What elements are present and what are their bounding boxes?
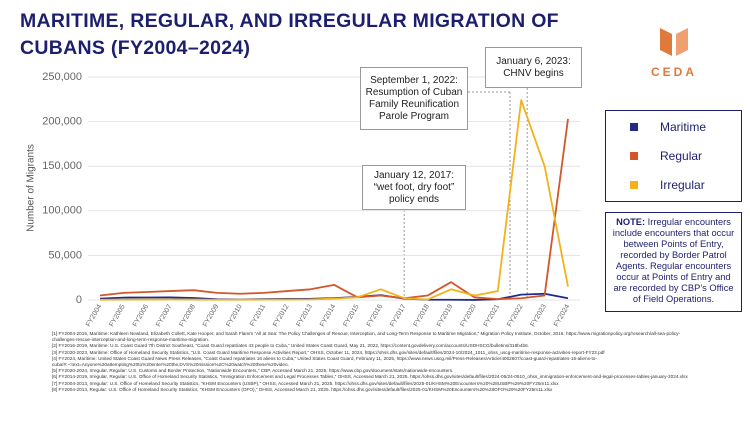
logo: CEDA [651, 65, 697, 79]
legend-swatch [630, 123, 638, 131]
x-tick-label: FY2018 [413, 303, 431, 328]
note-text: Irregular encounters include encounters … [612, 217, 735, 304]
x-tick-label: FY2020 [459, 303, 477, 328]
x-tick-label: FY2016 [366, 303, 384, 328]
x-tick-label: FY2009 [202, 303, 220, 328]
annotation: January 6, 2023: CHNV begins [485, 47, 582, 88]
x-tick-label: FY2021 [483, 303, 501, 328]
footnote: [1] FY2004-2015, Maritime: Kathleen Newl… [52, 331, 680, 343]
x-tick-label: FY2008 [179, 303, 197, 328]
legend-entry: Regular [606, 143, 741, 169]
y-tick-label: 0 [76, 294, 82, 306]
y-tick-label: 250,000 [42, 71, 82, 83]
logo-icon [660, 28, 688, 56]
x-tick-label: FY2006 [132, 303, 150, 328]
legend-entry: Irregular [606, 172, 741, 198]
x-tick-label: FY2017 [389, 303, 407, 328]
x-tick-label: FY2011 [249, 303, 267, 327]
x-tick-label: FY2012 [272, 303, 290, 328]
x-tick-label: FY2010 [225, 303, 243, 328]
y-tick-label: 200,000 [42, 116, 82, 128]
x-tick-label: FY2019 [436, 303, 454, 328]
note: NOTE: Irregular encounters include encou… [605, 212, 742, 312]
y-axis-label: Number of Migrants [26, 144, 37, 232]
footnote: [8] FY2004-2013, Regular: U.S. Office of… [52, 386, 553, 392]
y-tick-label: 150,000 [42, 160, 82, 172]
chart-title: CUBANS (FY2004–2024) [20, 37, 250, 59]
footnote: [4] FY2024, Maritime: United States Coas… [52, 355, 597, 368]
legend-entry: Maritime [606, 114, 741, 140]
x-tick-label: FY2023 [530, 303, 548, 328]
footnote: [6] FY2014-2019, Irregular, Regular: U.S… [52, 374, 688, 380]
series-line [99, 99, 569, 301]
x-tick-label: FY2005 [108, 303, 126, 328]
y-tick-label: 50,000 [48, 249, 82, 261]
footnotes: [1] FY2004-2015, Maritime: Kathleen Newl… [52, 331, 702, 393]
x-tick-label: FY2004 [85, 303, 103, 328]
legend-swatch [630, 152, 638, 160]
note-label: NOTE: [616, 217, 646, 227]
legend-label: Irregular [660, 178, 705, 192]
x-tick-label: FY2024 [553, 303, 571, 328]
legend-label: Maritime [660, 120, 707, 134]
legend-label: Regular [660, 149, 703, 163]
footnote: [2] FY2016-2019, Maritime: U.S. Coast Gu… [52, 343, 529, 349]
x-tick-label: FY2013 [296, 303, 314, 328]
legend-swatch [630, 181, 638, 189]
legend: Maritime Regular Irregular [605, 110, 742, 202]
footnote: [5] FY2020-2024, Irregular, Regular: U.S… [52, 368, 454, 374]
annotation: September 1, 2022: Resumption of Cuban F… [360, 67, 468, 130]
footnote: [3] FY2020-2023, Maritime: Office of Hom… [52, 349, 605, 355]
x-tick-label: FY2007 [155, 303, 173, 328]
annotation: January 12, 2017: “wet foot, dry foot” p… [362, 165, 466, 210]
footnote: [7] FY2004-2013, Irregular: U.S. Office … [52, 380, 559, 386]
series-line [99, 118, 569, 301]
y-tick-label: 100,000 [42, 205, 82, 217]
chart-title: MARITIME, REGULAR, AND IRREGULAR MIGRATI… [20, 10, 559, 32]
x-tick-label: FY2015 [342, 303, 360, 328]
x-tick-label: FY2014 [319, 303, 337, 328]
x-tick-label: FY2022 [506, 303, 524, 328]
